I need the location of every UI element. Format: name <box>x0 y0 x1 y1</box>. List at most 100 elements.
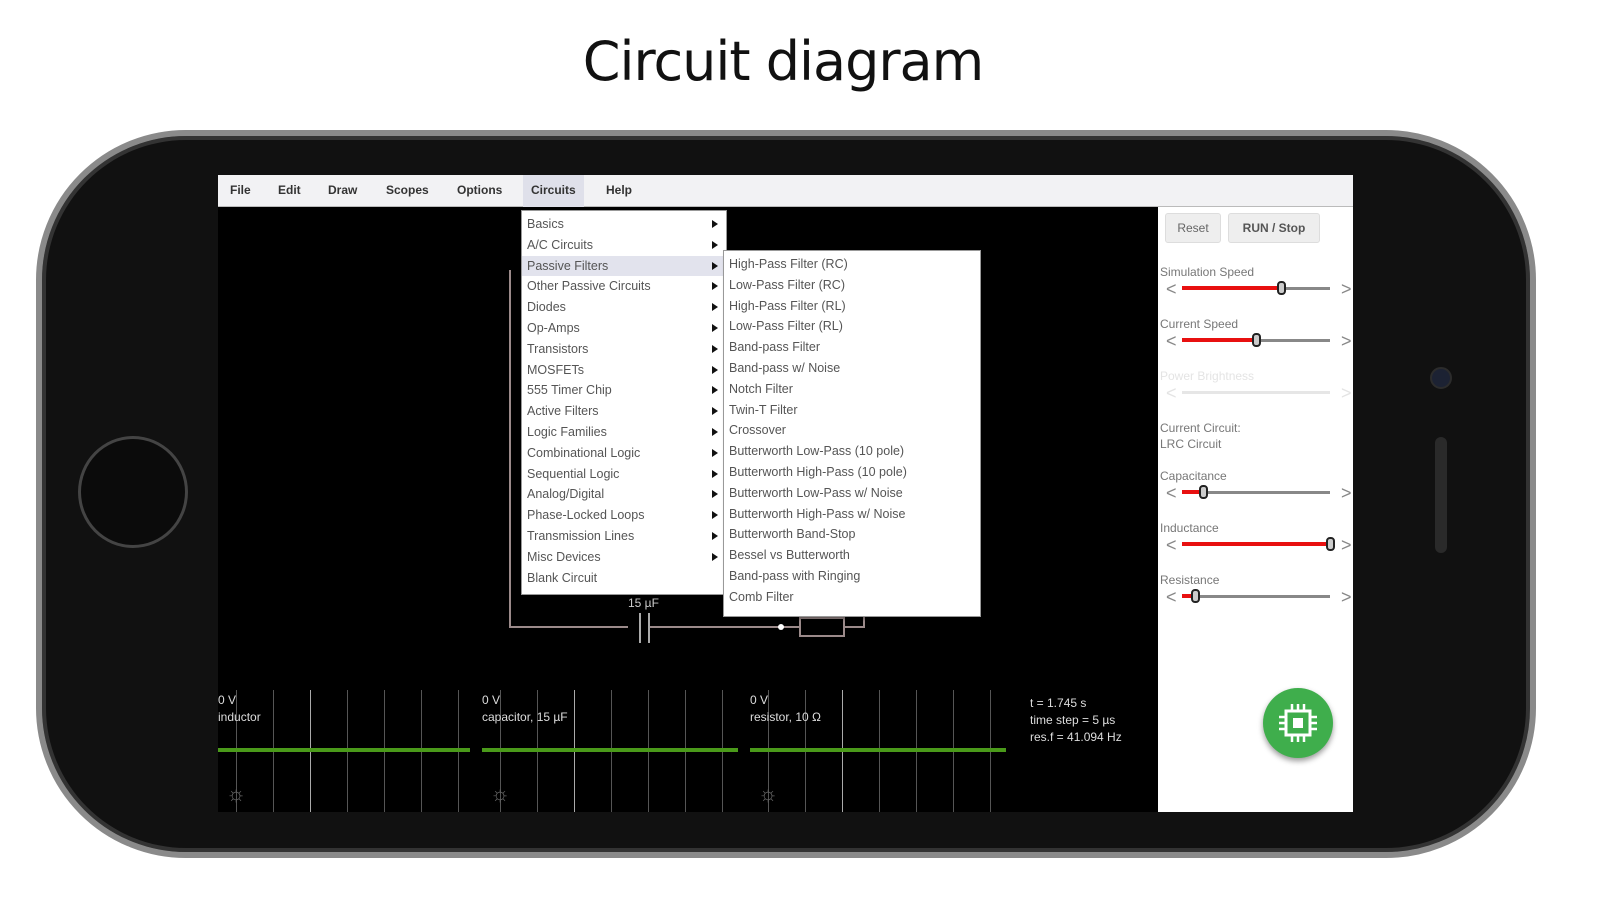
menu-bar: File Edit Draw Scopes Options Circuits Help <box>218 175 1353 207</box>
menu-item[interactable]: Transistors <box>522 339 726 360</box>
chevron-left-icon[interactable]: < <box>1166 279 1177 299</box>
menu-item-label: Diodes <box>527 300 566 315</box>
menu-item[interactable]: Misc Devices <box>522 547 726 568</box>
menu-item[interactable]: Band-pass with Ringing <box>729 568 861 583</box>
resonant-frequency-readout: res.f = 41.094 Hz <box>1030 730 1122 744</box>
slider-track[interactable] <box>1182 491 1330 494</box>
triangle-right-icon <box>712 240 718 249</box>
triangle-right-icon <box>712 386 718 395</box>
menu-item[interactable]: Basics <box>522 214 726 235</box>
menu-item-label: Logic Families <box>527 424 607 439</box>
menu-item[interactable]: MOSFETs <box>522 360 726 381</box>
menu-item-label: Blank Circuit <box>527 570 598 585</box>
chevron-right-icon[interactable]: > <box>1341 331 1352 351</box>
menu-item[interactable]: Band-pass Filter <box>729 340 821 355</box>
gear-icon[interactable]: ☼ <box>490 781 511 806</box>
slider-thumb[interactable] <box>1191 589 1201 603</box>
triangle-right-icon <box>712 531 718 540</box>
triangle-right-icon <box>712 552 718 561</box>
menu-scopes[interactable]: Scopes <box>386 183 429 197</box>
menu-item[interactable]: Butterworth Low-Pass w/ Noise <box>729 485 903 500</box>
current-circuit-name: LRC Circuit <box>1160 437 1222 451</box>
menu-item[interactable]: Butterworth Low-Pass (10 pole) <box>729 444 905 459</box>
slider-capacitance[interactable]: Capacitance < > <box>1158 469 1353 509</box>
menu-item[interactable]: High-Pass Filter (RL) <box>729 298 846 313</box>
menu-item[interactable]: Twin-T Filter <box>729 402 798 417</box>
menu-item[interactable]: Diodes <box>522 297 726 318</box>
menu-item[interactable]: Phase-Locked Loops <box>522 505 726 526</box>
menu-draw[interactable]: Draw <box>328 183 358 197</box>
menu-item-label: 555 Timer Chip <box>527 383 612 398</box>
chevron-right-icon[interactable]: > <box>1341 535 1352 555</box>
gear-icon[interactable]: ☼ <box>758 781 779 806</box>
menu-item[interactable]: Crossover <box>729 423 786 438</box>
chevron-right-icon[interactable]: > <box>1341 383 1352 403</box>
menu-item[interactable]: Logic Families <box>522 422 726 443</box>
time-readout: t = 1.745 s <box>1030 696 1087 710</box>
chevron-right-icon[interactable]: > <box>1341 483 1352 503</box>
gear-icon[interactable]: ☼ <box>226 781 247 806</box>
menu-item[interactable]: Combinational Logic <box>522 443 726 464</box>
simulation-status: t = 1.745 s time step = 5 µs res.f = 41.… <box>1030 695 1122 746</box>
menu-circuits[interactable]: Circuits <box>523 175 584 207</box>
menu-item[interactable]: 555 Timer Chip <box>522 380 726 401</box>
menu-item-label: Transistors <box>527 341 589 356</box>
slider-fill <box>1182 338 1256 342</box>
chevron-left-icon[interactable]: < <box>1166 383 1177 403</box>
menu-item[interactable]: Low-Pass Filter (RC) <box>729 277 845 292</box>
slider-thumb[interactable] <box>1277 281 1287 295</box>
scope-inductor[interactable]: 0 V inductor ☼ <box>218 690 470 812</box>
menu-item[interactable]: High-Pass Filter (RC) <box>729 257 848 271</box>
menu-item[interactable]: Sequential Logic <box>522 464 726 485</box>
menu-item-label: Other Passive Circuits <box>527 279 651 294</box>
menu-item[interactable]: Active Filters <box>522 401 726 422</box>
slider-power-brightness[interactable]: Power Brightness < > <box>1158 369 1353 409</box>
triangle-right-icon <box>712 448 718 457</box>
menu-item[interactable]: Low-Pass Filter (RL) <box>729 319 843 334</box>
menu-options[interactable]: Options <box>457 183 503 197</box>
menu-item[interactable]: Bessel vs Butterworth <box>729 548 850 563</box>
scope-voltage: 0 V <box>482 693 501 707</box>
menu-file[interactable]: File <box>230 183 251 197</box>
scope-trace <box>218 748 470 752</box>
chevron-left-icon[interactable]: < <box>1166 483 1177 503</box>
chevron-right-icon[interactable]: > <box>1341 279 1352 299</box>
slider-thumb[interactable] <box>1326 537 1335 551</box>
add-component-button[interactable] <box>1263 688 1333 758</box>
run-stop-button[interactable]: RUN / Stop <box>1228 213 1320 243</box>
menu-help[interactable]: Help <box>606 183 633 197</box>
chevron-right-icon[interactable]: > <box>1341 587 1352 607</box>
menu-edit[interactable]: Edit <box>278 183 301 197</box>
menu-item[interactable]: Blank Circuit <box>522 568 726 589</box>
slider-thumb[interactable] <box>1198 485 1208 499</box>
reset-button[interactable]: Reset <box>1165 213 1221 243</box>
slider-thumb[interactable] <box>1252 333 1261 347</box>
menu-item[interactable]: Op-Amps <box>522 318 726 339</box>
scope-name: inductor <box>218 710 261 724</box>
menu-item[interactable]: Butterworth High-Pass w/ Noise <box>729 506 906 521</box>
menu-item[interactable]: A/C Circuits <box>522 235 726 256</box>
menu-item[interactable]: Other Passive Circuits <box>522 276 726 297</box>
menu-item[interactable]: Comb Filter <box>729 589 794 604</box>
chevron-left-icon[interactable]: < <box>1166 535 1177 555</box>
menu-item[interactable]: Transmission Lines <box>522 526 726 547</box>
slider-current-speed[interactable]: Current Speed < > <box>1158 317 1353 357</box>
scope-capacitor[interactable]: 0 V capacitor, 15 µF ☼ <box>482 690 738 812</box>
menu-item[interactable]: Butterworth High-Pass (10 pole) <box>729 464 907 479</box>
slider-inductance[interactable]: Inductance < > <box>1158 521 1353 561</box>
circuit-canvas[interactable] <box>218 175 1158 812</box>
scope-resistor[interactable]: 0 V resistor, 10 Ω ☼ <box>750 690 1006 812</box>
menu-item[interactable]: Butterworth Band-Stop <box>729 527 856 542</box>
slider-track[interactable] <box>1182 391 1330 394</box>
chevron-left-icon[interactable]: < <box>1166 587 1177 607</box>
scope-label: 0 V resistor, 10 Ω <box>750 692 821 726</box>
home-button[interactable] <box>78 436 188 548</box>
menu-item[interactable]: Passive Filters <box>522 255 726 277</box>
slider-simulation-speed[interactable]: Simulation Speed < > <box>1158 265 1353 305</box>
slider-track[interactable] <box>1182 595 1330 598</box>
menu-item[interactable]: Band-pass w/ Noise <box>729 360 841 375</box>
chevron-left-icon[interactable]: < <box>1166 331 1177 351</box>
menu-item[interactable]: Analog/Digital <box>522 484 726 505</box>
slider-resistance[interactable]: Resistance < > <box>1158 573 1353 613</box>
menu-item[interactable]: Notch Filter <box>729 381 793 396</box>
